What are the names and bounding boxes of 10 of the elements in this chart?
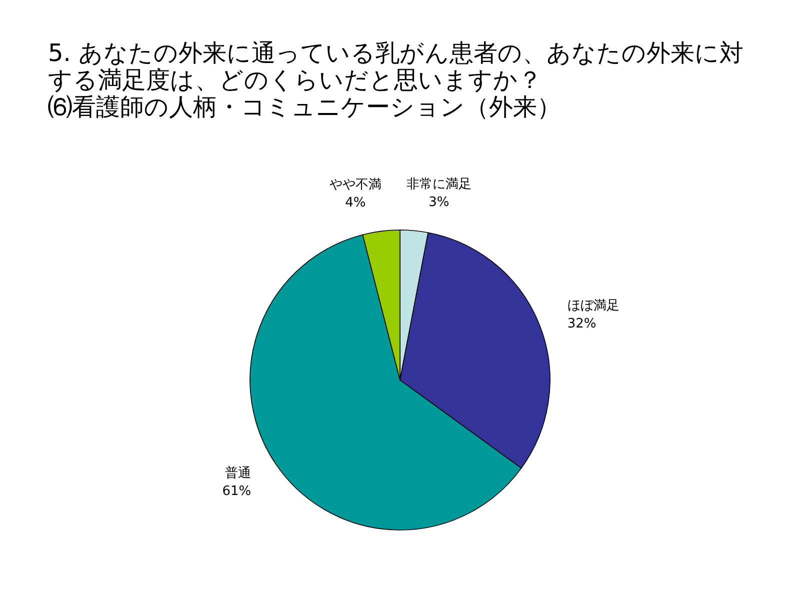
data-label: 4% [345,195,366,210]
slice-label: ほぼ満足 [567,298,620,314]
data-label: 3% [428,194,450,210]
slice-label: 普通 [225,465,252,482]
data-label: 32% [567,316,596,332]
chart-title: 5. あなたの外来に通っている乳がん患者の、あなたの外来に対する満足度は、どのくらいだと思いますか？ [48,39,745,94]
slice-label: 非常に満足 [406,176,472,192]
data-label: 61% [222,484,252,500]
chart-subtitle: ⑹看護師の人柄・コミュニケーション（外来） [48,93,562,121]
slice-label: やや不満 [329,177,382,192]
